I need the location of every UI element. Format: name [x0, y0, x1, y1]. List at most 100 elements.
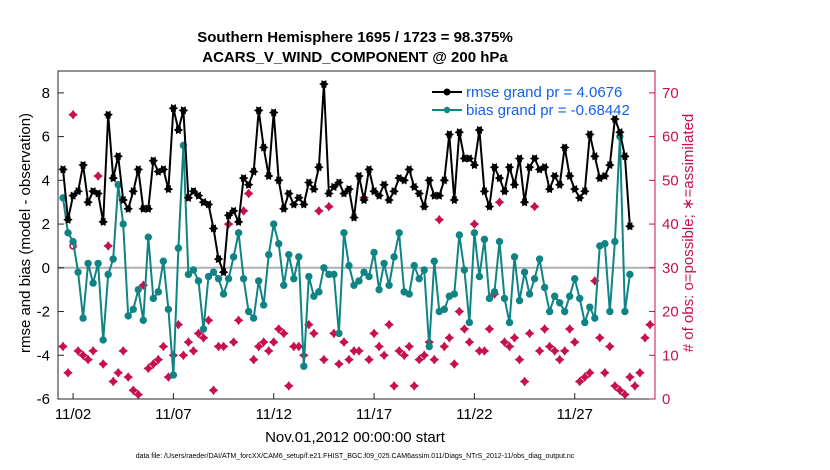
obs-assimilated-point: [409, 381, 420, 391]
obs-assimilated-point: [389, 381, 399, 391]
obs-assimilated-point: [524, 328, 535, 339]
bias-point: [139, 316, 147, 324]
rmse-point: [143, 204, 154, 213]
rmse-point: [519, 198, 530, 207]
obs-assimilated-point: [103, 241, 114, 251]
legend-rmse-label: rmse grand pr = 4.0676: [466, 84, 622, 101]
obs-assimilated-point: [604, 341, 615, 352]
bias-point: [606, 307, 614, 316]
rmse-point: [148, 156, 159, 165]
rmse-point: [93, 189, 103, 198]
bias-point: [621, 307, 629, 316]
obs-assimilated-point: [439, 341, 450, 352]
bias-point: [405, 290, 413, 298]
bias-point: [455, 231, 464, 239]
bias-point: [611, 237, 619, 246]
y-axis-left-label: rmse and bias (model - observation): [17, 113, 34, 353]
bias-point: [285, 250, 293, 259]
obs-assimilated-point: [108, 376, 119, 387]
rmse-point: [399, 176, 409, 185]
rmse-point: [73, 187, 83, 196]
obs-assimilated-point: [73, 346, 83, 356]
bias-point: [295, 253, 303, 261]
data-file-footer: data file: /Users/raeder/DAI/ATM_forcXX/…: [136, 453, 575, 460]
obs-assimilated-point: [394, 346, 404, 356]
bias-point: [515, 296, 524, 305]
obs-assimilated-point: [233, 315, 244, 326]
rmse-point: [263, 171, 274, 181]
rmse-point: [294, 193, 304, 202]
rmse-point: [564, 171, 575, 181]
rmse-point: [494, 174, 505, 183]
bias-point: [500, 294, 509, 303]
bias-point: [69, 237, 77, 246]
rmse-point: [434, 191, 445, 200]
rmse-point: [574, 193, 585, 202]
obs-assimilated-point: [133, 389, 144, 400]
bias-point: [555, 299, 564, 307]
rmse-point: [243, 180, 254, 189]
rmse-point: [625, 222, 635, 231]
bias-point: [300, 362, 308, 370]
obs-assimilated-point: [98, 359, 109, 369]
rmse-point: [600, 171, 610, 181]
obs-assimilated-point: [303, 319, 314, 330]
rmse-point: [504, 163, 515, 172]
bias-point: [350, 281, 358, 289]
bias-point: [485, 294, 494, 303]
bias-point: [129, 305, 137, 314]
bias-point: [305, 272, 313, 281]
rmse-point: [414, 189, 424, 198]
rmse-point: [424, 176, 434, 185]
bias-point: [315, 288, 323, 296]
obs-assimilated-point: [574, 376, 585, 387]
bias-point: [184, 270, 193, 279]
bias-point: [134, 285, 142, 294]
y-left-tick-label: 8: [42, 85, 50, 102]
rmse-point: [133, 165, 144, 174]
rmse-point: [464, 154, 475, 163]
rmse-point: [514, 154, 525, 163]
obs-assimilated-point: [83, 354, 93, 365]
rmse-point: [309, 184, 319, 194]
rmse-point: [474, 125, 485, 135]
bias-point: [545, 307, 554, 316]
bias-point: [505, 318, 514, 327]
bias-point: [360, 268, 368, 276]
obs-assimilated-point: [620, 389, 630, 400]
bias-point: [576, 294, 584, 303]
obs-assimilated-point: [534, 346, 545, 356]
bias-point: [345, 261, 353, 270]
y-right-tick-label: 70: [662, 85, 679, 102]
rmse-point: [289, 200, 299, 209]
obs-assimilated-point: [228, 337, 239, 347]
x-tick-label: 11/02: [55, 406, 91, 423]
obs-assimilated-point: [273, 324, 284, 334]
bias-point: [385, 281, 393, 289]
rmse-point: [314, 163, 324, 172]
obs-assimilated-point: [554, 354, 565, 365]
x-tick-label: 11/27: [557, 406, 593, 423]
obs-assimilated-point: [469, 219, 480, 229]
obs-assimilated-point: [399, 350, 410, 361]
obs-assimilated-point: [193, 328, 204, 339]
bias-point: [254, 277, 263, 285]
y-right-tick-label: 20: [662, 304, 679, 321]
bias-point: [290, 275, 298, 283]
bias-point: [259, 301, 268, 309]
obs-assimilated-point: [364, 354, 374, 365]
rmse-point: [559, 143, 570, 152]
obs-assimilated-point: [474, 346, 485, 356]
bias-point: [626, 270, 634, 279]
obs-assimilated-point: [118, 346, 129, 356]
rmse-point: [123, 204, 133, 213]
bias-point: [520, 268, 529, 276]
obs-assimilated-point: [584, 368, 595, 378]
obs-assimilated-point: [579, 372, 590, 382]
bias-point: [601, 240, 609, 248]
rmse-point: [419, 202, 429, 211]
bias-point: [591, 314, 599, 322]
obs-assimilated-point: [569, 337, 580, 347]
bias-point: [64, 229, 72, 237]
rmse-point: [499, 187, 510, 196]
